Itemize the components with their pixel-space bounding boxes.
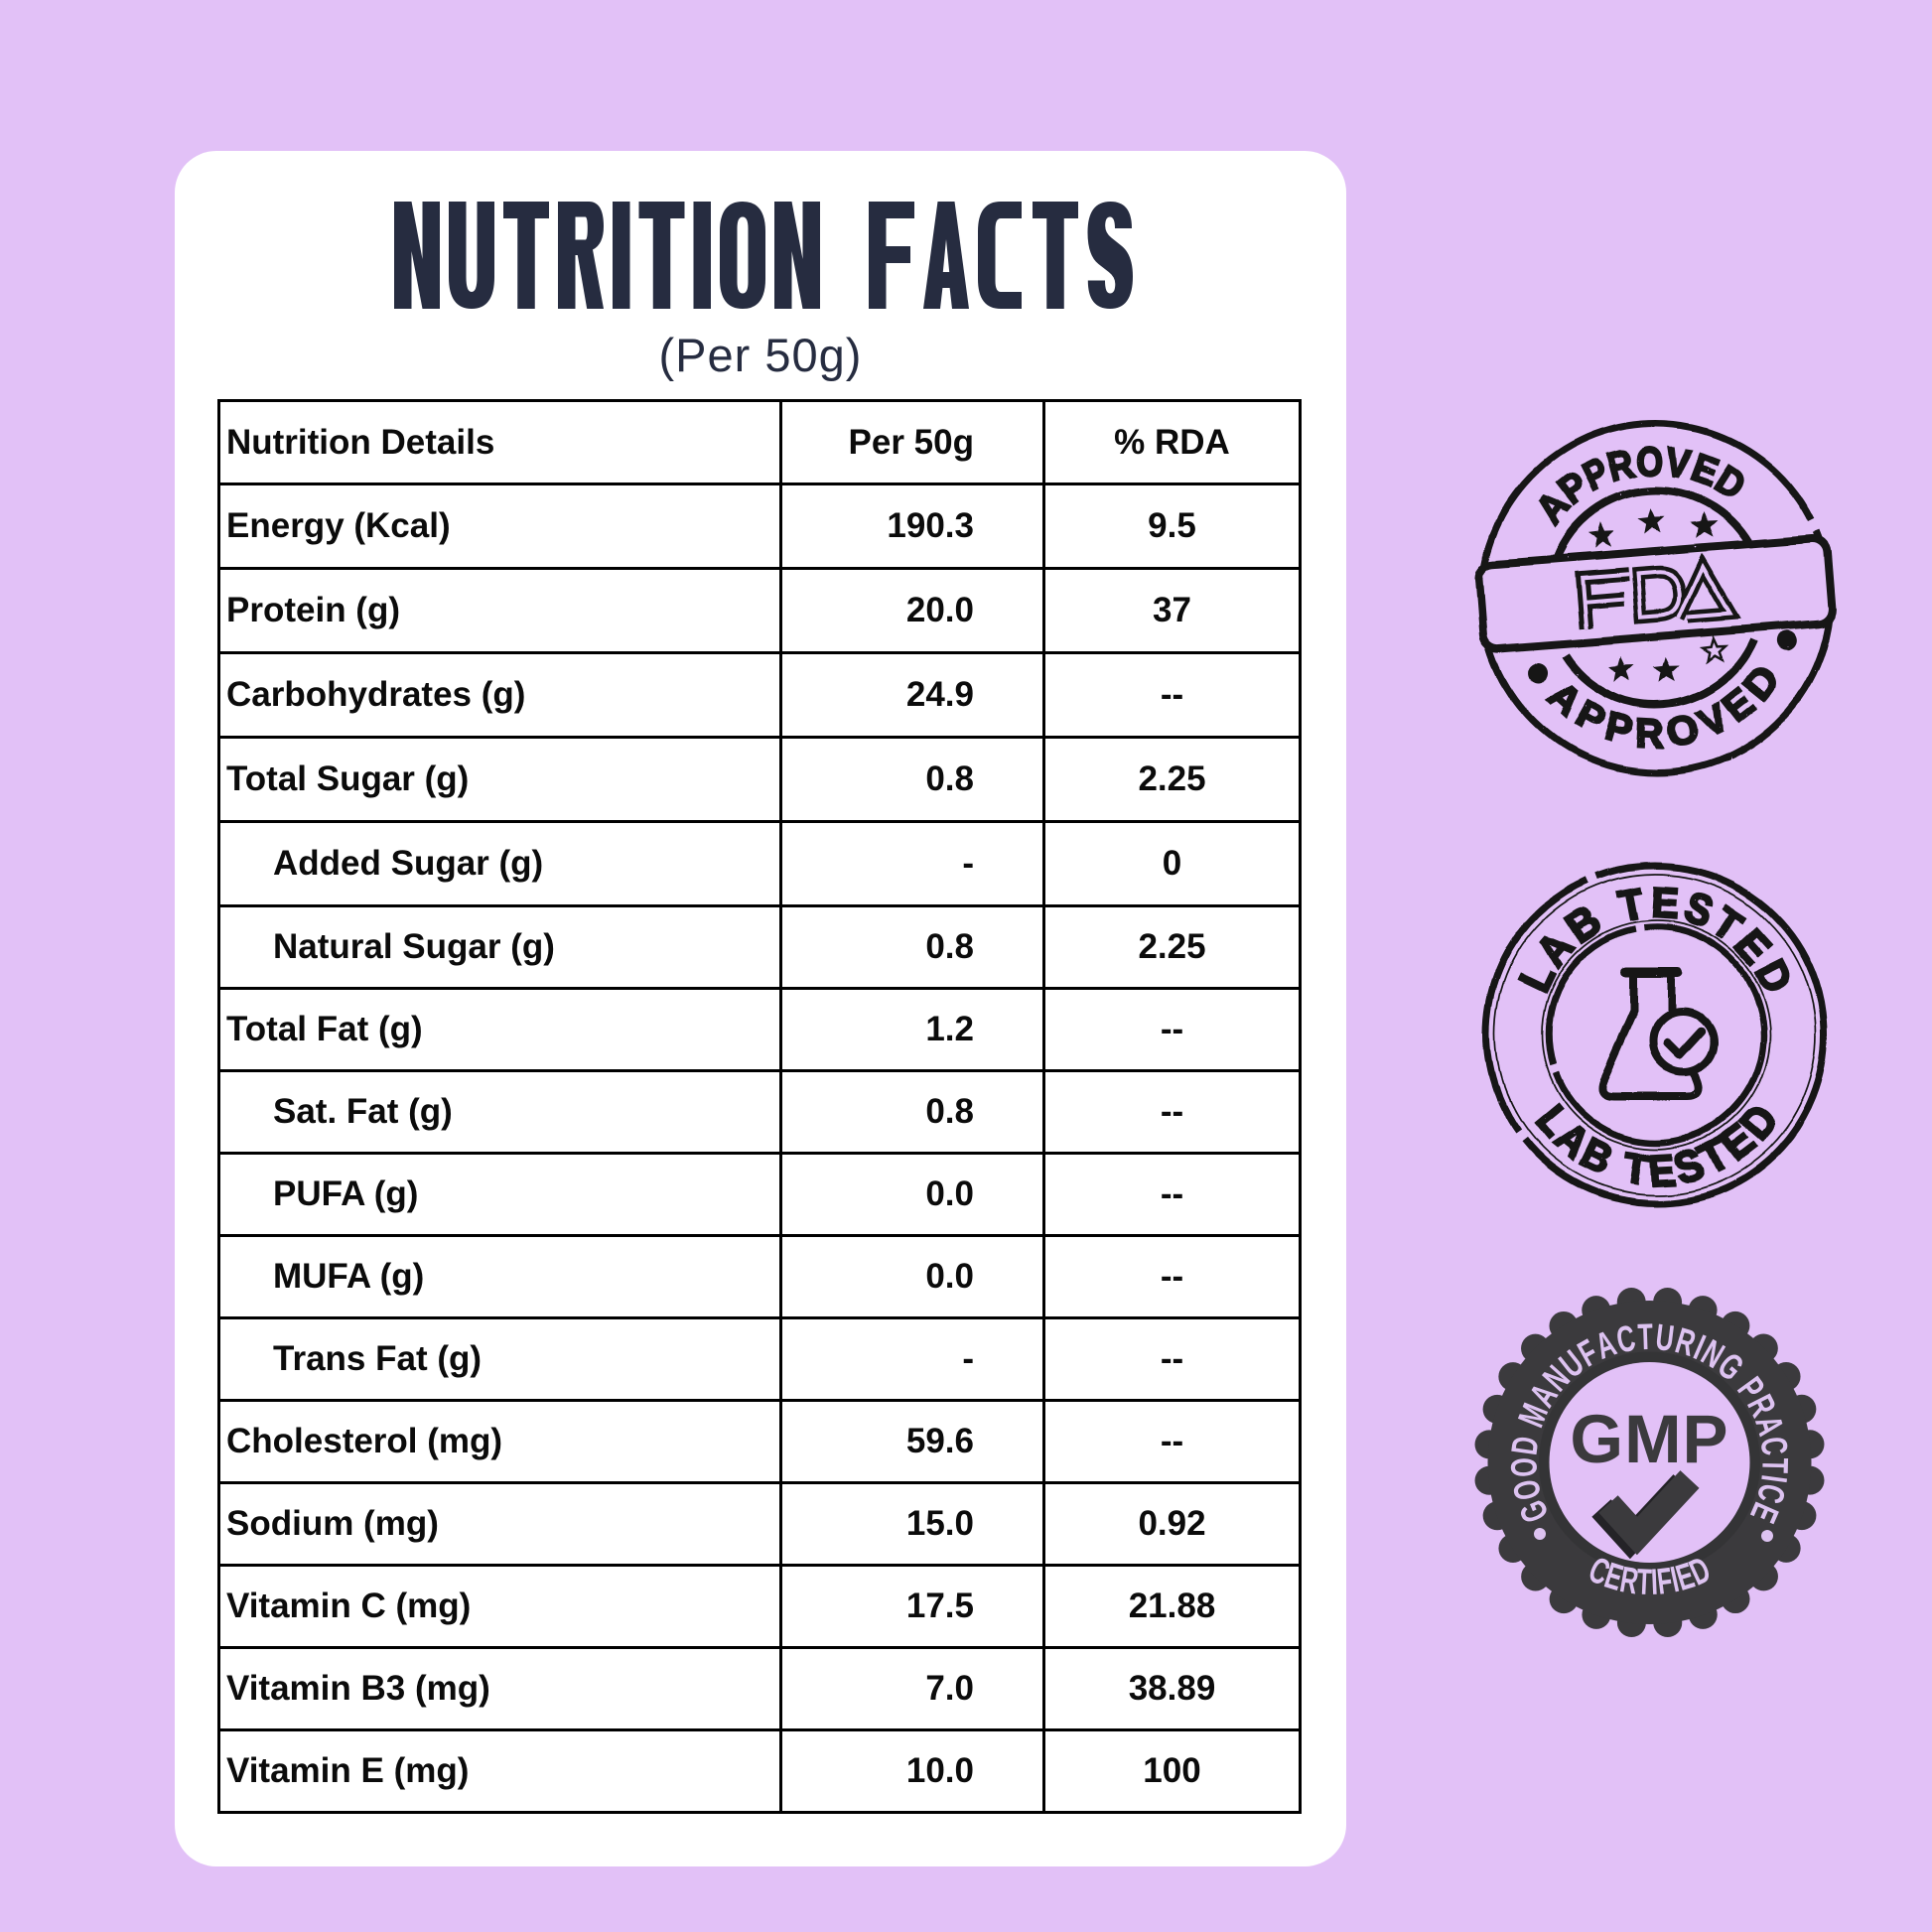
- svg-text:O: O: [1502, 1456, 1545, 1477]
- svg-text:U: U: [1653, 1315, 1676, 1359]
- svg-text:T: T: [1620, 1142, 1652, 1193]
- svg-text:T: T: [1754, 1457, 1796, 1473]
- svg-text:F: F: [1655, 1560, 1675, 1602]
- svg-text:I: I: [1650, 1562, 1658, 1603]
- svg-text:C: C: [1752, 1435, 1796, 1458]
- svg-text:T: T: [1636, 1562, 1653, 1603]
- svg-text:E: E: [1650, 878, 1680, 928]
- svg-text:T: T: [1637, 1315, 1654, 1358]
- svg-text:D: D: [1503, 1434, 1547, 1457]
- svg-text:T: T: [1614, 879, 1648, 931]
- svg-text:O: O: [1635, 440, 1665, 485]
- svg-text:V: V: [1664, 440, 1695, 487]
- svg-text:E: E: [1648, 1145, 1677, 1194]
- svg-text:R: R: [1634, 711, 1665, 756]
- svg-text:GMP: GMP: [1570, 1401, 1728, 1477]
